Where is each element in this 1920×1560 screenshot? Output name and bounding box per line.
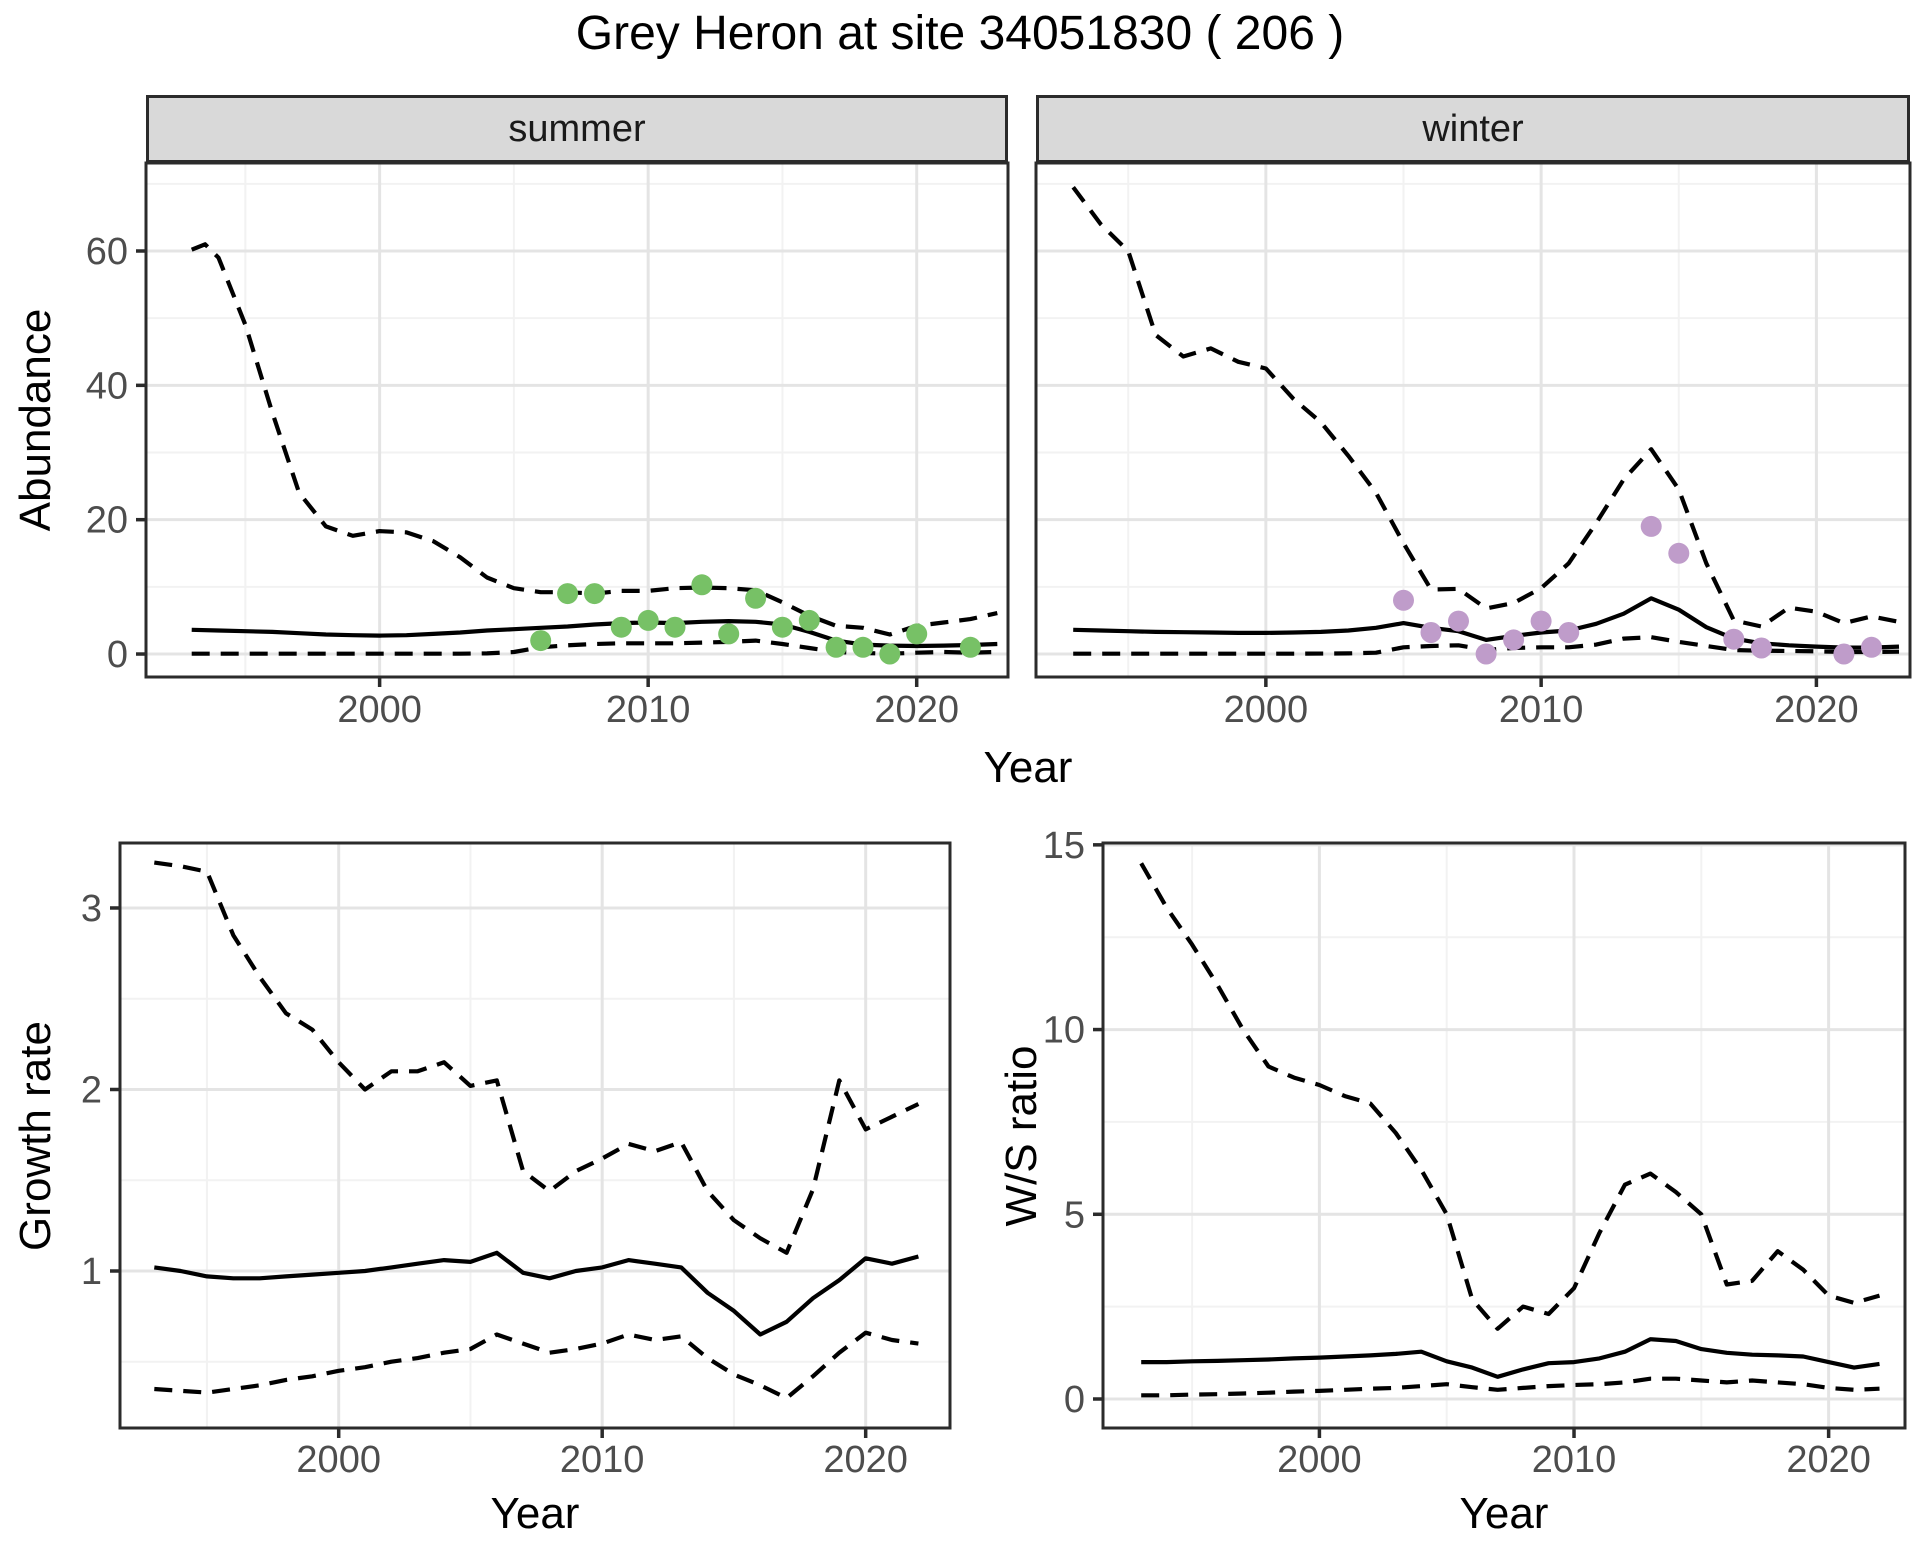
observed-point	[879, 643, 901, 665]
facet-strip-winter: winter	[1036, 95, 1910, 163]
y-tick-label: 20	[86, 500, 128, 542]
gridlines-minor	[120, 843, 950, 1428]
panel-ws-ratio: 2000 2010 2020 0 5 10 15	[1043, 825, 1907, 1481]
y-tick-label: 2	[81, 1069, 102, 1111]
observed-point	[1448, 610, 1469, 632]
x-tick-label: 2000	[296, 1439, 381, 1481]
lower-ci-line	[154, 1330, 919, 1401]
lower-ci-line	[191, 638, 998, 656]
x-tick-label: 2000	[1224, 689, 1309, 731]
observed-points	[1393, 515, 1882, 665]
x-axis-title-year-ws: Year	[1459, 1489, 1549, 1538]
gridlines-minor	[146, 163, 1008, 677]
x-tick-label: 2020	[874, 689, 959, 731]
median-fit-line	[154, 1250, 919, 1337]
observed-point	[798, 609, 820, 631]
observed-point	[691, 574, 713, 596]
observed-point	[1503, 629, 1525, 651]
y-tick-label: 0	[107, 634, 128, 676]
facet-strip-summer: summer	[146, 95, 1008, 163]
observed-point	[718, 623, 740, 645]
x-axis-title-year-growth: Year	[490, 1489, 580, 1538]
observed-point	[852, 636, 874, 658]
observed-point	[1750, 637, 1772, 659]
observed-point	[584, 583, 605, 605]
y-tick-label: 0	[1064, 1379, 1085, 1421]
y-tick-label: 5	[1064, 1194, 1085, 1236]
gridlines-major	[1103, 843, 1905, 1428]
y-axis-title-growth: Growth rate	[11, 1021, 60, 1251]
facet-label-summer: summer	[508, 107, 646, 150]
observed-point	[745, 587, 767, 609]
observed-points	[530, 574, 981, 665]
observed-point	[959, 636, 981, 658]
observed-point	[530, 630, 552, 652]
panel-border	[144, 161, 1010, 679]
upper-ci-line	[1071, 185, 1900, 629]
y-tick-label: 1	[81, 1251, 102, 1293]
observed-point	[1420, 622, 1442, 643]
gridlines-minor	[1103, 843, 1905, 1428]
x-tick-label: 2020	[1774, 689, 1859, 731]
observed-point	[1558, 622, 1580, 643]
x-tick-label: 2010	[1532, 1439, 1617, 1481]
observed-point	[1393, 589, 1414, 611]
observed-point	[1530, 610, 1552, 632]
panel-background	[1036, 163, 1910, 677]
upper-ci-line	[190, 242, 998, 637]
x-tick-label: 2010	[606, 689, 691, 731]
observed-point	[1833, 643, 1855, 665]
x-tick-label: 2010	[1499, 689, 1584, 731]
x-tick-label: 2000	[1277, 1439, 1362, 1481]
panel-abundance-summer: 2000 2010 2020 0 20 40 60	[86, 161, 1010, 731]
upper-ci-line	[154, 860, 920, 1255]
panel-background	[120, 843, 950, 1428]
gridlines-major	[146, 163, 1008, 677]
x-tick-label: 2020	[1786, 1439, 1871, 1481]
y-axis-title-abundance: Abundance	[11, 308, 60, 532]
observed-point	[1668, 542, 1690, 564]
observed-point	[557, 583, 579, 605]
panel-growth-rate: 2000 2010 2020 1 2 3	[81, 841, 952, 1481]
observed-point	[1723, 628, 1745, 650]
observed-point	[771, 616, 793, 638]
panel-border	[118, 841, 952, 1430]
x-tick-label: 2020	[823, 1439, 908, 1481]
y-tick-label: 10	[1043, 1010, 1085, 1052]
x-tick-label: 2000	[337, 689, 422, 731]
gridlines-minor	[1036, 163, 1910, 677]
lower-ci-line	[1141, 1376, 1880, 1398]
y-tick-label: 15	[1043, 825, 1085, 867]
x-tick-label: 2010	[560, 1439, 645, 1481]
observed-point	[1640, 515, 1662, 537]
observed-point	[825, 636, 847, 658]
y-tick-label: 40	[86, 365, 128, 407]
observed-point	[637, 609, 659, 631]
observed-point	[1861, 636, 1882, 658]
x-axis-title-year-top: Year	[983, 743, 1073, 792]
gridlines-major	[1036, 163, 1910, 677]
observed-point	[664, 616, 686, 638]
panel-background	[1103, 843, 1905, 1428]
observed-point	[906, 623, 928, 645]
gridlines-major	[120, 843, 950, 1428]
observed-point	[1475, 643, 1497, 665]
panel-abundance-winter: 2000 2010 2020	[1034, 161, 1912, 731]
median-fit-line	[1141, 1337, 1880, 1379]
y-tick-label: 60	[86, 231, 128, 273]
panel-border	[1034, 161, 1912, 679]
observed-point	[610, 616, 632, 638]
upper-ci-line	[1139, 862, 1881, 1331]
panel-border	[1101, 841, 1907, 1430]
y-axis-title-ws: W/S ratio	[997, 1045, 1046, 1227]
lower-ci-line	[1073, 635, 1900, 656]
y-tick-label: 3	[81, 888, 102, 930]
page-title: Grey Heron at site 34051830 ( 206 )	[575, 7, 1345, 60]
facet-label-winter: winter	[1422, 107, 1524, 150]
